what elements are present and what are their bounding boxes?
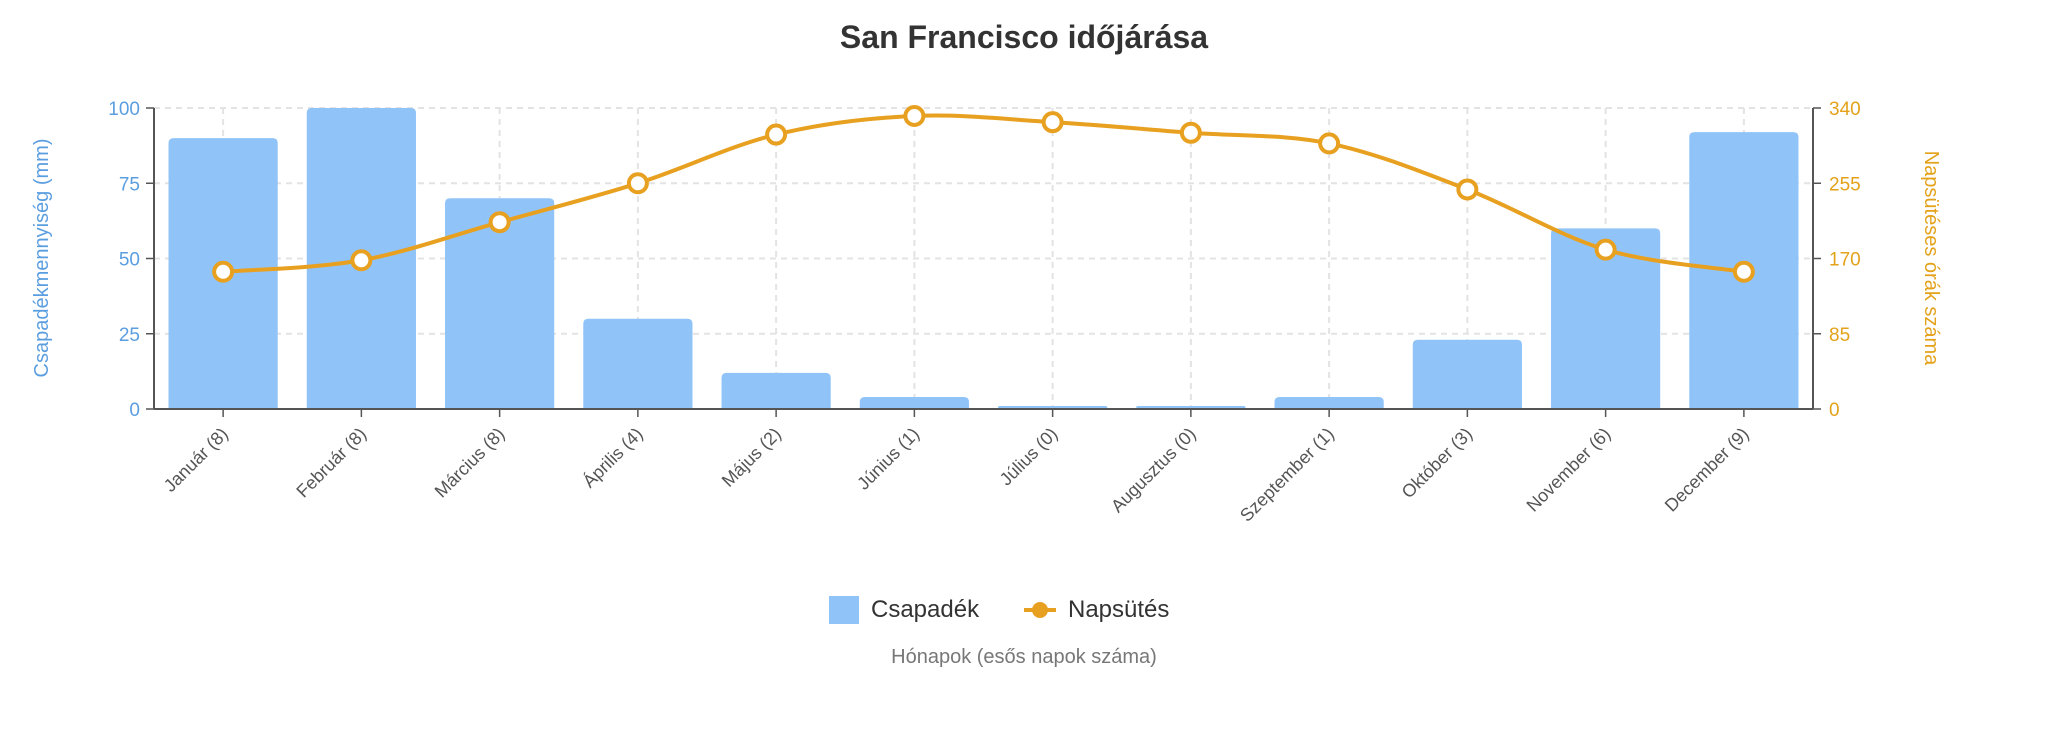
legend-bar-label: Csapadék: [871, 596, 980, 623]
x-tick-label: Augusztus (0): [1107, 424, 1200, 517]
chart-title: San Francisco időjárása: [840, 19, 1208, 55]
sunshine-point-8: [1179, 121, 1202, 144]
y-right-tick-label: 170: [1829, 250, 1861, 271]
bar-4: [583, 318, 693, 409]
bar-10: [1412, 339, 1522, 409]
x-tick-label: Július (0): [996, 424, 1062, 490]
grid: [154, 107, 1813, 409]
x-tick-label: Szeptember (1): [1236, 424, 1338, 526]
x-axis-title: Hónapok (esős napok száma): [891, 646, 1157, 668]
y-axis-left-title: Csapadékmennyiség (mm): [31, 139, 53, 378]
y-axis-right-title: Napsütéses órák száma: [1920, 151, 1942, 366]
bar-11: [1551, 228, 1661, 409]
x-tick-label: Április (4): [579, 424, 647, 492]
bar-6: [859, 396, 969, 409]
y-right-tick-label: 0: [1829, 400, 1840, 421]
x-tick-label: November (6): [1523, 424, 1615, 516]
y-left-tick-label: 50: [119, 250, 140, 271]
x-tick-label: Május (2): [718, 424, 785, 491]
legend-item-bar[interactable]: Csapadék: [829, 596, 980, 624]
sunshine-line: [212, 104, 1755, 283]
x-tick-label: Január (8): [160, 424, 232, 496]
legend-bar-swatch: [829, 596, 859, 624]
legend-line-marker: [1032, 602, 1048, 618]
sunshine-point-2: [350, 249, 373, 272]
sunshine-point-5: [765, 123, 788, 146]
sunshine-point-3: [488, 211, 511, 234]
y-left-tick-label: 75: [119, 174, 140, 195]
x-tick-label: December (9): [1661, 424, 1753, 516]
sunshine-point-10: [1456, 178, 1479, 201]
y-right-tick-label: 255: [1829, 174, 1861, 195]
x-tick-label: Október (3): [1398, 424, 1477, 503]
sunshine-point-12: [1732, 260, 1755, 283]
legend-line-label: Napsütés: [1068, 596, 1169, 623]
sunshine-point-6: [903, 104, 926, 127]
y-left-tick-label: 100: [108, 99, 140, 120]
bar-3: [445, 198, 555, 409]
legend: Csapadék Napsütés: [829, 596, 1169, 624]
sunshine-point-11: [1594, 238, 1617, 261]
sunshine-point-4: [626, 172, 649, 195]
y-left-tick-label: 0: [129, 400, 140, 421]
bar-9: [1274, 396, 1384, 409]
x-tick-label: Február (8): [292, 424, 370, 502]
x-tick-label: Március (8): [431, 424, 509, 502]
x-tick-label: Június (1): [853, 424, 923, 494]
legend-item-line[interactable]: Napsütés: [1024, 596, 1169, 623]
sunshine-point-9: [1318, 132, 1341, 155]
y-right-tick-label: 85: [1829, 325, 1850, 346]
bar-5: [721, 372, 831, 409]
sunshine-point-1: [212, 260, 235, 283]
sunshine-point-7: [1041, 111, 1064, 134]
y-left-tick-label: 25: [119, 325, 140, 346]
y-right-tick-label: 340: [1829, 99, 1861, 120]
